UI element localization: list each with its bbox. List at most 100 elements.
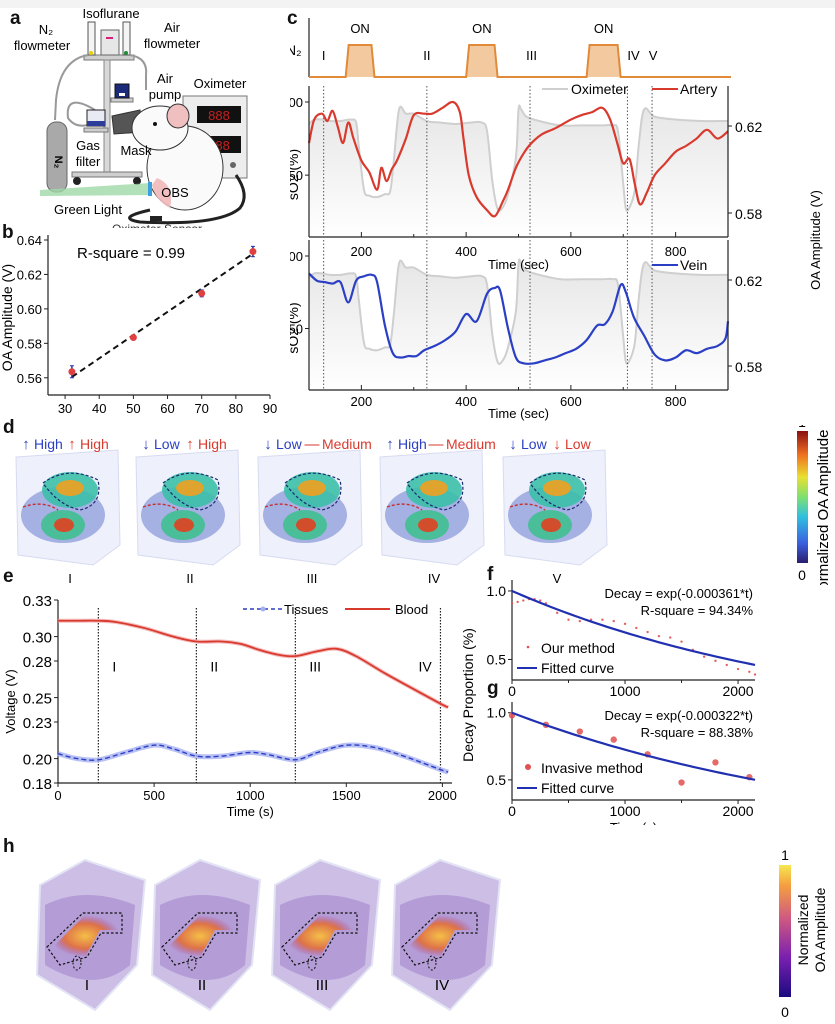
y-axis-label: Voltage (V) [3,669,18,733]
data-point [68,368,76,376]
n2-track-line [309,44,731,78]
air-pump-label-2: pump [149,87,182,102]
y-tick-label: 1.0 [487,583,507,599]
data-point [522,599,525,602]
colorbar-jet [797,431,808,563]
y-axis-label: Decay Proportion (%) [460,628,476,762]
panel-a-schematic: N₂ 888 888 N₂ flowmeter Isoflurane Air f… [14,6,248,228]
heat-core-lower [541,518,561,532]
y-tick-label: 0.20 [23,752,52,769]
y-tick-label: 0.33 [23,593,52,610]
y-tick-label: 0.60 [17,302,42,317]
n2-tube [54,54,89,121]
artery-marker-icon: — [305,436,320,453]
panel-label-g: g [487,678,499,699]
y-tick-label-left: 100 [290,249,303,264]
air-flowmeter-tube [122,21,131,56]
data-point [657,634,661,638]
pump-window [119,93,125,96]
x-tick-label: 0 [54,788,61,803]
air-flowmeter-label: Air [164,20,181,35]
x-tick-label: 60 [160,401,174,415]
n2-on-pulse-fill [586,45,621,77]
x-tick-label: 30 [58,401,72,415]
n2-tank-label: N₂ [52,156,64,169]
y-tick-label: 0.23 [23,715,52,732]
x-tick-label: 1500 [332,788,361,803]
phase-label: V [649,48,658,63]
data-point [576,728,584,735]
hot-vessel [285,915,355,957]
y-tick-label: 0.28 [23,654,52,671]
data-point [129,333,137,341]
r-square-label: R-square = 88.38% [641,725,754,740]
heat-core-upper [543,480,571,496]
y-tick-label: 0.64 [17,233,42,248]
artery-marker-icon: — [429,436,444,453]
artery-level-label: High [80,436,109,452]
vaporizer-indicator [106,37,113,39]
roman-label: III [307,571,318,585]
vein-outline [42,472,100,511]
legend-artery-label: Artery [680,81,717,97]
x-tick-label: 1000 [609,683,640,699]
n2-label: N₂ [290,42,302,58]
hot-vessel [405,915,475,957]
air-flowmeter-label-2: flowmeter [144,36,201,51]
vein-level-label: Low [521,436,548,452]
data-point [669,636,672,639]
data-point [678,779,685,786]
x-axis-label: Time (s) [610,820,657,825]
y-tick-label: 0.62 [17,267,42,282]
phase-label: I [322,48,326,63]
colorbar-label-line1: Normalized [795,895,811,966]
phase-label: III [309,658,321,674]
data-point [198,289,206,297]
x-tick-label-mid: 200 [351,244,373,259]
vein-line [308,272,730,365]
panel-label-e: e [3,566,14,587]
branch-outline [427,955,437,971]
artery-level-label: High [198,436,227,452]
d-image-III: ↓ Low — Medium III [257,436,372,585]
obs-sensor [148,182,152,196]
blood-band [57,618,450,710]
decay-equation: Decay = exp(-0.000322*t) [604,708,753,723]
branch-outline [187,955,197,971]
y-tick-label-right: 0.62 [735,273,762,289]
heat-core-lower [296,518,316,532]
data-point [567,618,570,621]
vein-outline [162,472,220,511]
y-tick-label-right: 0.58 [735,359,762,375]
tissues-line [57,744,449,773]
data-point [612,619,615,623]
oximeter-area [309,105,728,238]
heat-core-lower [54,518,74,532]
h-image-II: II [150,858,262,1012]
heat-core-lower [174,518,194,532]
oximeter-port [230,162,236,168]
x-tick-label-mid: 800 [665,244,687,259]
y-tick-label: 0.5 [487,651,507,667]
vessel-outline [161,912,238,966]
data-point [680,640,683,643]
heat-core-upper [420,480,448,496]
y-axis-label: OA Amplitude (V) [0,264,15,371]
artery-marker-icon: ↑ [68,436,76,453]
fitted-curve [511,711,756,781]
x-tick-label: 40 [92,401,106,415]
branch-outline [72,955,82,971]
data-point [510,602,514,605]
panel-label-f: f [487,564,494,585]
vein-arrow-icon: ↓ [264,436,272,453]
x-tick-label: 2000 [428,788,457,803]
panel-label-b: b [2,222,14,243]
vein-arrow-icon: ↓ [509,436,517,453]
roman-label: I [85,977,89,994]
data-point [249,248,257,256]
data-point [712,759,719,766]
roman-label: V [553,571,562,585]
phase-label: II [423,48,430,63]
